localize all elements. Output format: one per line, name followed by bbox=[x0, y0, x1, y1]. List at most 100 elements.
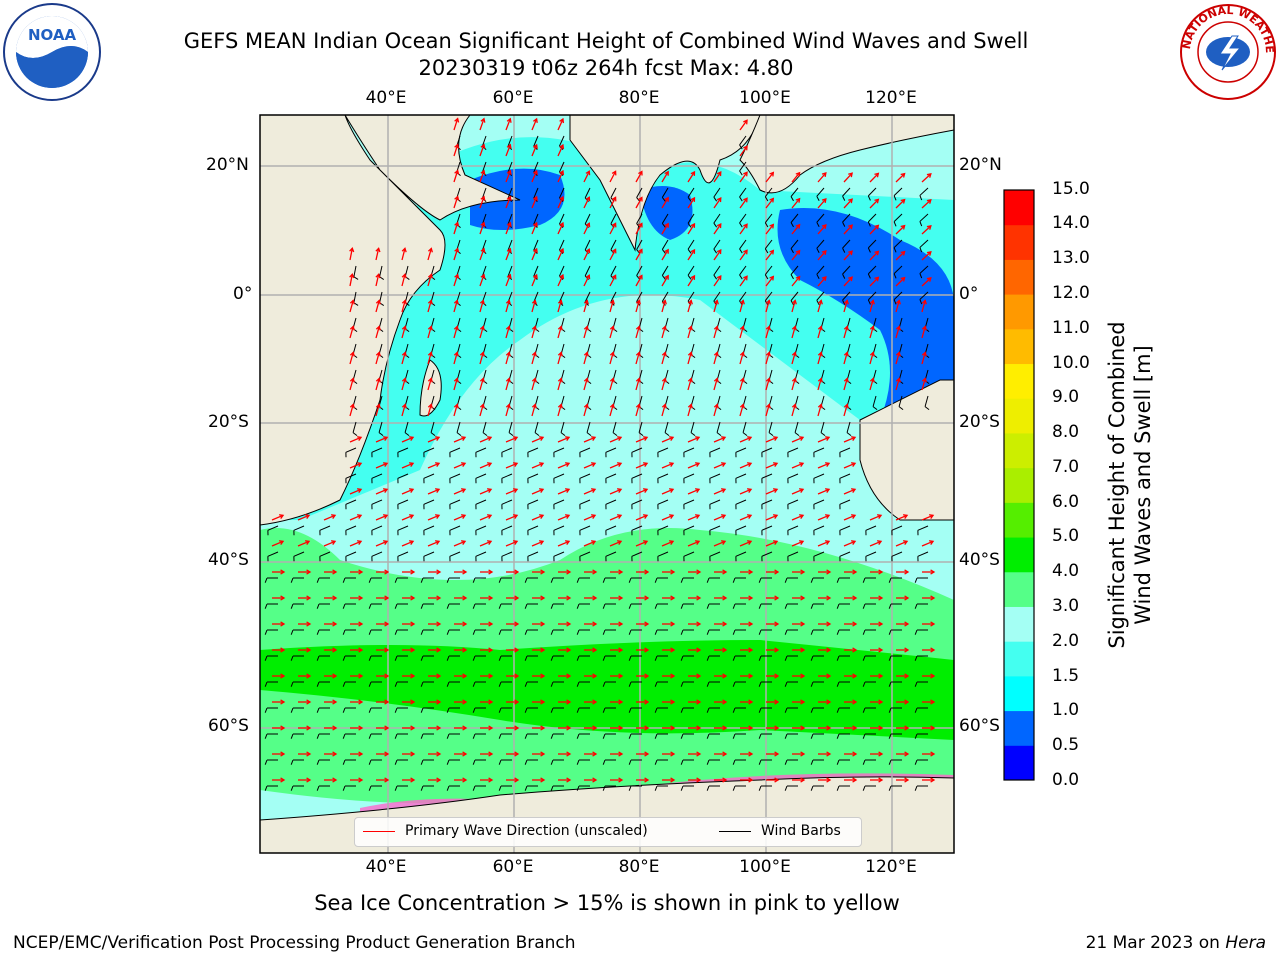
wave-arrow-head bbox=[280, 777, 286, 783]
wave-arrow-head bbox=[401, 377, 407, 383]
wave-arrow-head bbox=[800, 673, 806, 679]
wave-arrow-head bbox=[506, 273, 512, 279]
wave-arrow-head bbox=[479, 377, 485, 383]
wave-arrow-head bbox=[479, 299, 485, 305]
wave-arrow-head bbox=[280, 647, 286, 653]
wave-arrow-head bbox=[878, 647, 884, 653]
wave-arrow-head bbox=[617, 436, 623, 441]
wind-barb-flag bbox=[810, 707, 814, 713]
wave-arrow-head bbox=[557, 325, 563, 331]
wave-arrow-head bbox=[721, 514, 727, 519]
wind-barb-flag bbox=[524, 681, 528, 687]
wave-arrow-head bbox=[280, 673, 286, 679]
wind-barb bbox=[764, 187, 773, 198]
wave-arrow-head bbox=[454, 195, 460, 201]
wind-barb-flag bbox=[784, 629, 788, 635]
wave-arrow-head bbox=[851, 436, 857, 441]
wave-arrow-head bbox=[695, 436, 701, 441]
wave-arrow bbox=[739, 326, 744, 339]
wind-barb bbox=[559, 187, 565, 199]
wind-barb-flag bbox=[862, 733, 866, 739]
colorbar-segment bbox=[1004, 502, 1034, 538]
wave-arrow-head bbox=[618, 751, 624, 757]
wind-barb bbox=[475, 525, 487, 531]
wave-arrow bbox=[635, 352, 640, 365]
wave-arrow-head bbox=[435, 436, 441, 441]
wave-arrow-head bbox=[800, 725, 806, 731]
wave-arrow-head bbox=[409, 514, 415, 519]
wave-arrow-head bbox=[852, 699, 858, 705]
wind-barb-flag bbox=[524, 785, 528, 791]
wind-barb-flag bbox=[420, 629, 424, 635]
wind-barb-flag bbox=[862, 759, 866, 765]
sea-ice-note: Sea Ice Concentration > 15% is shown in … bbox=[314, 891, 900, 915]
wave-arrow bbox=[869, 540, 882, 547]
wave-arrow-head bbox=[638, 248, 643, 254]
wind-barb bbox=[713, 239, 721, 250]
wave-arrow bbox=[453, 300, 458, 313]
wave-arrow bbox=[739, 488, 752, 495]
wave-arrow bbox=[895, 251, 906, 261]
wave-arrow-head bbox=[769, 171, 775, 177]
cb-tick: 2.0 bbox=[1052, 631, 1080, 651]
wind-barb-flag bbox=[836, 577, 840, 583]
wave-arrow bbox=[635, 514, 648, 521]
wave-arrow bbox=[583, 462, 596, 469]
wind-barb-flag bbox=[654, 629, 658, 635]
wave-arrow bbox=[817, 352, 822, 365]
wind-barb bbox=[893, 213, 903, 223]
wave-arrow-head bbox=[669, 540, 675, 545]
wind-barb-flag bbox=[784, 577, 788, 583]
wind-barb-flag bbox=[862, 785, 866, 791]
wave-arrow-head bbox=[664, 222, 669, 228]
wind-barb bbox=[761, 499, 773, 505]
wave-arrow-head bbox=[462, 595, 468, 601]
wind-barb bbox=[605, 525, 617, 531]
wave-arrow-head bbox=[591, 462, 597, 467]
wave-arrow bbox=[505, 436, 518, 443]
wave-arrow-head bbox=[773, 514, 779, 519]
wave-arrow-head bbox=[791, 377, 797, 383]
wind-barb bbox=[371, 499, 383, 505]
wave-arrow-head bbox=[410, 621, 416, 627]
wave-arrow bbox=[609, 197, 617, 209]
wind-barb bbox=[709, 447, 721, 453]
wave-arrow bbox=[349, 540, 362, 547]
wave-arrow bbox=[505, 170, 511, 183]
wave-arrow bbox=[869, 224, 879, 235]
wave-arrow-head bbox=[480, 143, 486, 149]
wind-barb-flag bbox=[482, 432, 488, 436]
wave-arrow-head bbox=[375, 377, 381, 383]
wave-arrow-head bbox=[401, 299, 407, 305]
wave-arrow-head bbox=[306, 621, 312, 627]
wind-barb bbox=[839, 499, 851, 505]
wave-arrow-head bbox=[583, 403, 589, 409]
wave-arrow-head bbox=[690, 248, 696, 254]
wave-arrow-head bbox=[461, 488, 467, 493]
wind-barb bbox=[481, 161, 487, 173]
cb-tick: 1.5 bbox=[1052, 666, 1080, 686]
wave-arrow-head bbox=[531, 351, 537, 357]
wave-arrow-head bbox=[773, 462, 779, 467]
wave-arrow bbox=[323, 540, 336, 547]
wave-arrow-head bbox=[747, 514, 753, 519]
wave-arrow bbox=[713, 378, 718, 391]
wave-arrow-head bbox=[869, 377, 875, 383]
wave-arrow-head bbox=[566, 647, 572, 653]
wave-arrow bbox=[453, 540, 466, 547]
wave-arrow-head bbox=[795, 275, 801, 281]
wave-arrow bbox=[739, 275, 748, 287]
wind-barb bbox=[379, 265, 383, 277]
wind-barb-flag bbox=[680, 603, 684, 609]
wave-arrow-head bbox=[713, 325, 719, 331]
wave-arrow-head bbox=[878, 569, 884, 575]
wind-barb-flag bbox=[290, 759, 294, 765]
wave-arrow bbox=[921, 352, 926, 365]
wind-barb-flag bbox=[919, 273, 923, 279]
wave-arrow bbox=[817, 224, 827, 235]
wave-arrow bbox=[557, 144, 564, 157]
wind-barb-flag bbox=[498, 603, 502, 609]
wave-arrow-head bbox=[765, 299, 771, 305]
wave-arrow-head bbox=[487, 540, 493, 545]
wave-arrow bbox=[453, 274, 459, 287]
